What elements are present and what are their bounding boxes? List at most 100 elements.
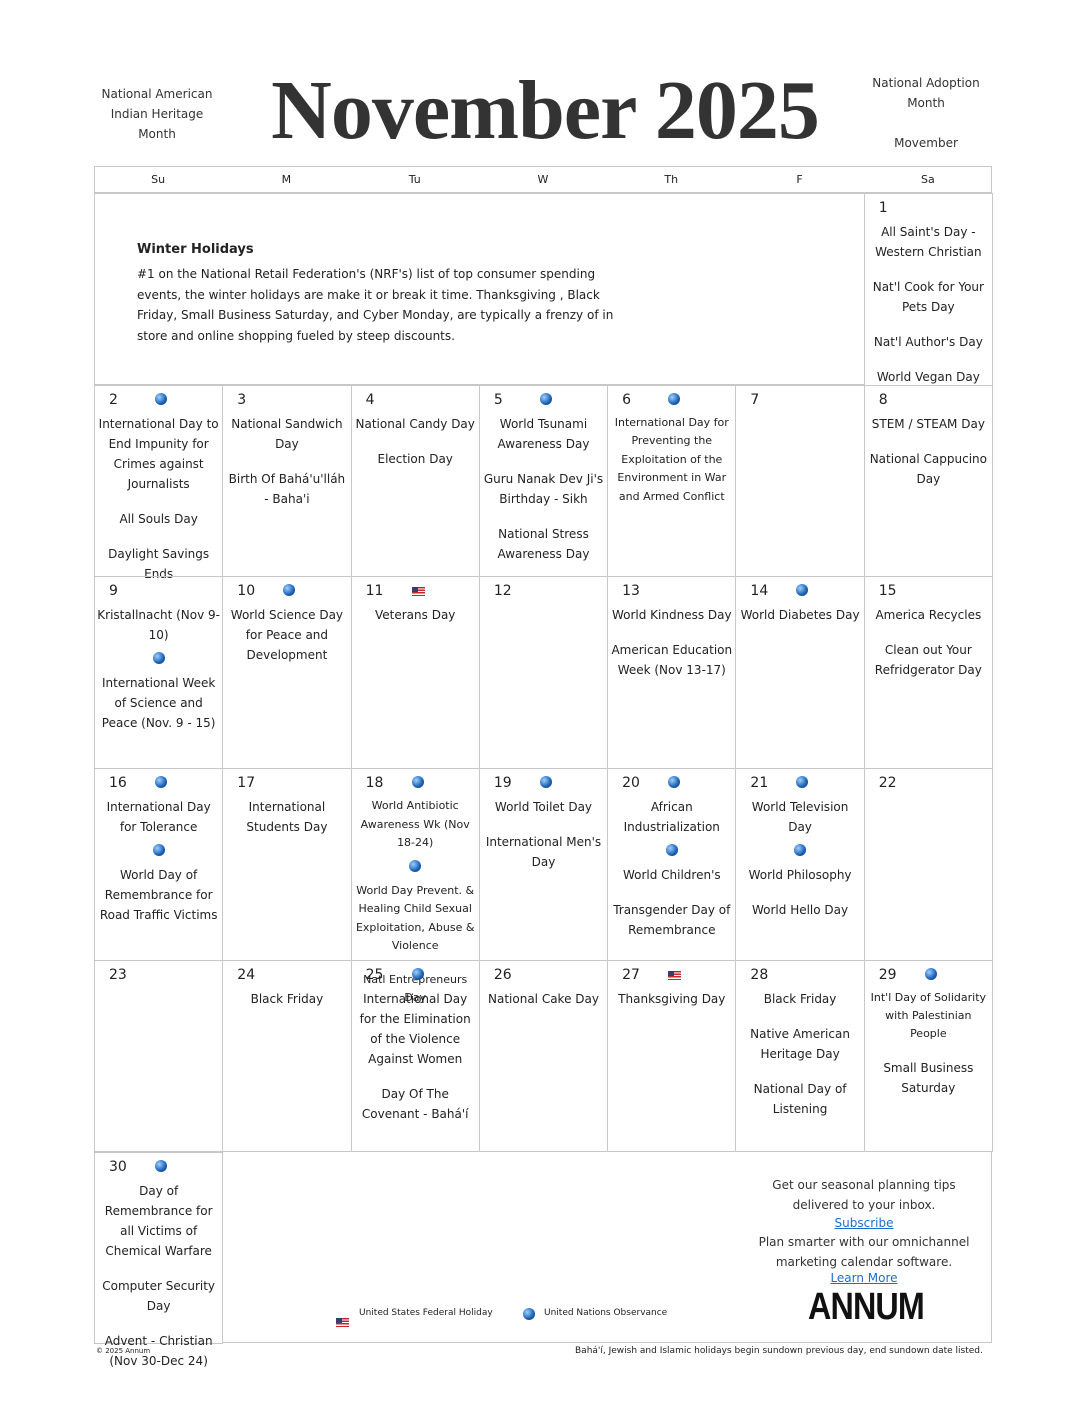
legend-us: United States Federal Holiday — [359, 1308, 493, 1318]
event: World Philosophy — [748, 868, 852, 883]
globe-icon — [668, 776, 681, 789]
promo-2: Plan smarter with our omnichannel market… — [758, 1235, 970, 1269]
day-number: 3 — [237, 391, 247, 408]
day-cell: 1 All Saint's Day - Western Christian Nat'… — [863, 193, 993, 387]
day-icon — [283, 581, 296, 600]
day-number: 24 — [237, 966, 256, 983]
event: National Cappucino Day — [869, 451, 987, 486]
weekday: Th — [664, 173, 679, 186]
globe-icon — [924, 967, 937, 980]
day-number: 11 — [365, 583, 384, 600]
events: Black Friday — [225, 989, 348, 1009]
day-icon — [796, 773, 809, 792]
inline-icon — [794, 844, 807, 858]
day-icon — [668, 390, 681, 409]
day-number: 19 — [493, 775, 512, 792]
day-icon — [539, 773, 552, 792]
weekday: W — [537, 173, 549, 186]
day-cell: 22 — [863, 768, 993, 961]
day-cell: 15 America Recycles Clean out Your Refridg… — [863, 576, 993, 770]
day-number: 25 — [365, 966, 384, 983]
logo: ANNUM — [808, 1286, 925, 1328]
globe-icon — [794, 844, 807, 857]
day-cell: 13 World Kindness Day American Education W… — [607, 576, 737, 770]
day-cell: 14 World Diabetes Day — [735, 576, 865, 770]
day-cell: 6 International Day for Preventing the Ex… — [607, 384, 737, 578]
events: STEM / STEAM Day National Cappucino Day — [867, 414, 990, 489]
events: National Sandwich Day Birth Of Bahá'u'llá… — [225, 414, 348, 509]
day-number: 29 — [878, 966, 897, 983]
events: International Students Day — [225, 797, 348, 837]
event: Black Friday — [250, 991, 324, 1006]
day-cell: 16 International Day for Tolerance World D… — [94, 768, 224, 961]
day-number: 28 — [750, 966, 769, 983]
day-cell: 4 National Candy Day Election Day — [350, 384, 480, 578]
learn-more-link[interactable]: Learn More — [830, 1271, 898, 1285]
globe-icon — [411, 967, 424, 980]
event: International Day for Tolerance — [106, 800, 211, 835]
event: World Hello Day — [751, 903, 849, 918]
globe-icon — [152, 652, 165, 665]
day-number: 21 — [750, 775, 769, 792]
day-icon — [155, 390, 167, 409]
day-number: 16 — [109, 775, 127, 792]
flag-icon — [668, 970, 682, 980]
day-cell: 27 Thanksgiving Day — [607, 959, 737, 1153]
adoption-note: National Adoption Month — [872, 76, 980, 110]
weekday: Tu — [408, 173, 421, 186]
globe-icon — [409, 859, 422, 872]
event: International Day to End Impunity for Cr… — [98, 416, 219, 491]
events: World Kindness Day American Education Wee… — [610, 605, 733, 680]
subscribe-link[interactable]: Subscribe — [834, 1216, 894, 1230]
event: Day Of The Covenant - Bahá'í — [361, 1086, 469, 1121]
events: World Antibiotic Awareness Wk (Nov 18-24… — [354, 797, 477, 1008]
event: International Week of Science and Peace … — [101, 676, 216, 731]
event: National Cake Day — [488, 991, 599, 1006]
day-icon — [155, 773, 167, 792]
event: STEM / STEAM Day — [871, 416, 985, 431]
event: International Students Day — [246, 800, 328, 835]
events: Thanksgiving Day — [610, 989, 733, 1009]
day-icon — [411, 965, 424, 984]
event: World Day of Remembrance for Road Traffi… — [99, 868, 218, 923]
day-icon — [539, 390, 552, 409]
day-number: 30 — [109, 1158, 127, 1175]
event: Native American Heritage Day — [750, 1026, 850, 1061]
event: African Industrialization — [623, 800, 720, 835]
events: Int'l Day of Solidarity with Palestinian… — [867, 989, 990, 1098]
day-number: 14 — [750, 583, 769, 600]
day-number: 13 — [622, 583, 640, 600]
day-cell: 9 Kristallnacht (Nov 9-10) International W… — [94, 576, 224, 770]
event: Birth Of Bahá'u'lláh - Baha'i — [228, 471, 346, 506]
flag-icon — [336, 1318, 349, 1327]
sundown-note: Bahá'í, Jewish and Islamic holidays begi… — [575, 1346, 983, 1356]
weekday: M — [281, 173, 292, 186]
events: All Saint's Day - Western Christian Nat'l… — [867, 222, 990, 387]
globe-icon — [796, 584, 809, 597]
globe-icon — [155, 776, 167, 789]
event: All Souls Day — [119, 511, 198, 526]
day-cell: 26 National Cake Day — [478, 959, 609, 1153]
day-number: 1 — [878, 200, 888, 216]
day-icon — [796, 581, 809, 600]
day-cell: 28 Black Friday Native American Heritage D… — [735, 959, 865, 1153]
weekday-row — [94, 166, 992, 193]
day-number: 12 — [493, 583, 512, 600]
day-number: 26 — [493, 966, 512, 983]
event: World Diabetes Day — [740, 608, 860, 623]
day-number: 18 — [365, 775, 384, 792]
intro-text: #1 on the National Retail Federation's (… — [137, 267, 614, 343]
day-number: 5 — [493, 391, 503, 408]
event: Kristallnacht (Nov 9-10) — [97, 608, 220, 643]
day-number: 20 — [622, 775, 640, 792]
events: World Tsunami Awareness Day Guru Nanak De… — [482, 414, 605, 564]
day-cell: 30 Day of Remembrance for all Victims of … — [94, 1151, 224, 1368]
events: National Cake Day — [482, 989, 605, 1009]
event: National Sandwich Day — [231, 416, 343, 451]
event: National Stress Awareness Day — [497, 526, 590, 561]
event: Election Day — [377, 451, 453, 466]
event: World Toilet Day — [494, 800, 593, 815]
event: Black Friday — [763, 991, 837, 1006]
day-cell: 2 International Day to End Impunity for C… — [94, 384, 224, 581]
event: Nat'l Cook for Your Pets Day — [872, 280, 984, 314]
